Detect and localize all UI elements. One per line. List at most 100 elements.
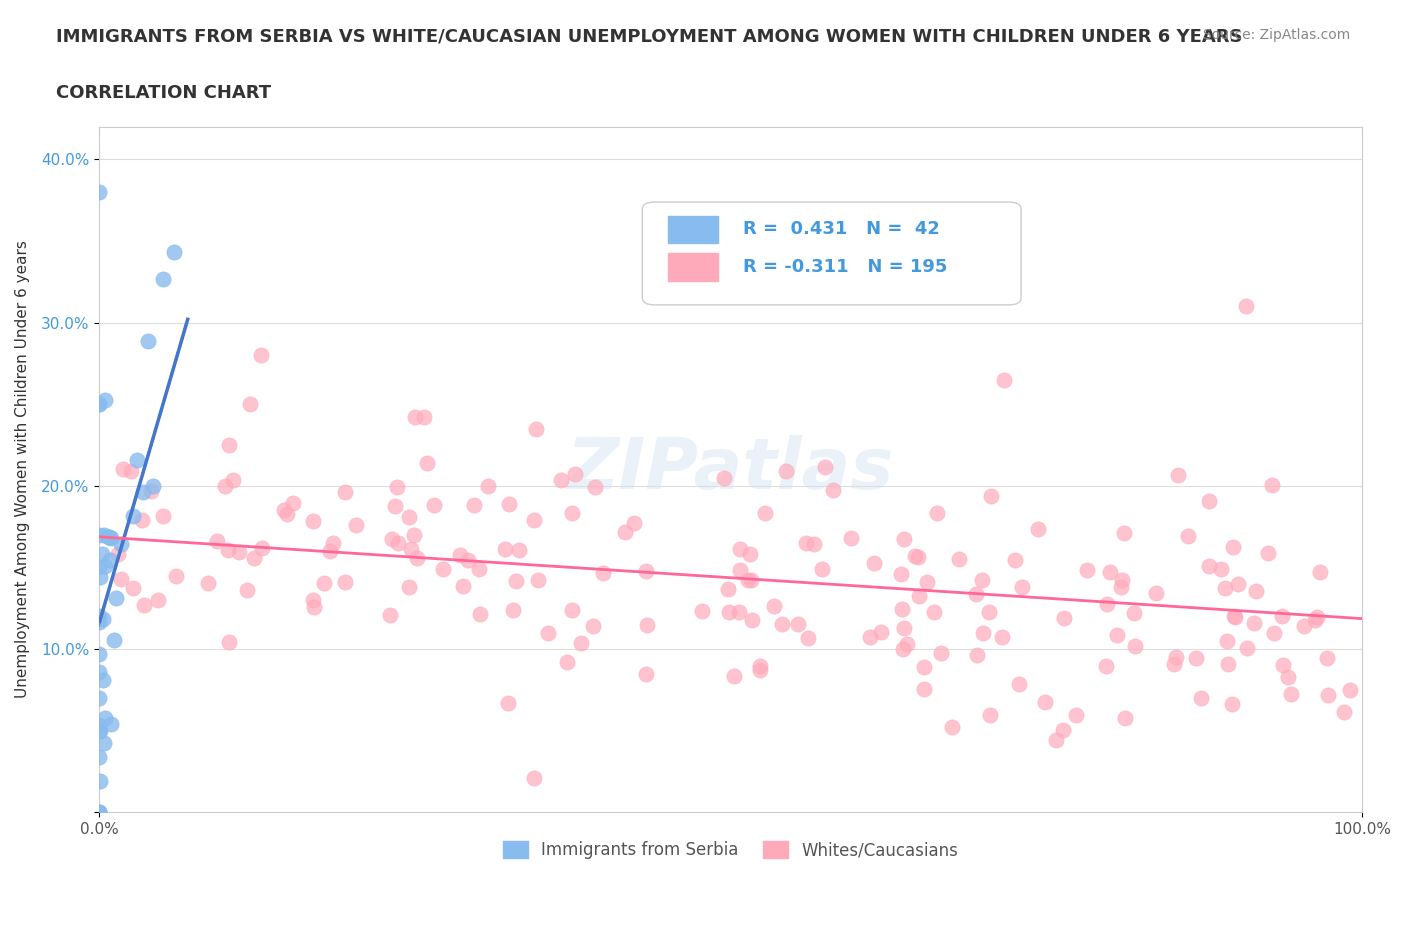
Point	[89, 724, 111, 738]
Point	[1111, 579, 1133, 594]
Point	[94, 711, 117, 726]
Point	[89, 750, 111, 764]
Point	[344, 518, 367, 533]
Text: ZIPatlas: ZIPatlas	[567, 435, 894, 504]
Point	[415, 456, 437, 471]
Point	[1105, 627, 1128, 642]
Point	[131, 512, 153, 527]
Point	[1303, 613, 1326, 628]
Point	[273, 502, 295, 517]
Point	[463, 498, 485, 513]
Point	[146, 592, 169, 607]
Point	[89, 560, 111, 575]
Point	[468, 562, 491, 577]
Point	[740, 573, 762, 588]
Point	[112, 462, 135, 477]
Point	[104, 591, 127, 605]
Point	[1294, 618, 1316, 633]
Point	[1114, 711, 1136, 725]
Point	[730, 541, 752, 556]
Point	[912, 659, 935, 674]
Point	[1177, 528, 1199, 543]
Point	[89, 724, 111, 739]
Point	[891, 602, 914, 617]
Point	[136, 334, 159, 349]
Point	[214, 478, 236, 493]
Point	[1316, 651, 1339, 666]
Point	[770, 617, 793, 631]
Point	[250, 348, 273, 363]
Point	[205, 534, 228, 549]
Point	[197, 576, 219, 591]
Point	[823, 483, 845, 498]
Point	[121, 580, 143, 595]
Text: R =  0.431   N =  42: R = 0.431 N = 42	[744, 220, 941, 238]
Point	[250, 540, 273, 555]
Point	[276, 507, 298, 522]
Point	[132, 597, 155, 612]
Point	[915, 574, 938, 589]
Point	[583, 480, 606, 495]
Point	[89, 665, 111, 680]
Point	[1236, 641, 1258, 656]
Point	[89, 609, 111, 624]
Point	[811, 562, 834, 577]
Point	[385, 480, 408, 495]
Point	[613, 525, 636, 539]
Point	[1167, 467, 1189, 482]
Point	[1271, 658, 1294, 672]
Point	[1244, 584, 1267, 599]
Point	[218, 438, 240, 453]
Point	[1123, 638, 1146, 653]
Point	[1112, 525, 1135, 540]
Point	[903, 548, 925, 563]
Point	[748, 663, 770, 678]
Point	[592, 565, 614, 580]
Point	[1216, 657, 1239, 671]
Point	[387, 536, 409, 551]
Point	[1011, 579, 1033, 594]
Point	[979, 604, 1001, 619]
Point	[89, 774, 111, 789]
Point	[564, 467, 586, 482]
Point	[406, 551, 429, 565]
Point	[281, 496, 304, 511]
Point	[972, 625, 994, 640]
Point	[1243, 616, 1265, 631]
Point	[728, 604, 751, 619]
Point	[103, 632, 125, 647]
Point	[524, 422, 547, 437]
Point	[623, 516, 645, 531]
Point	[582, 618, 605, 633]
Point	[869, 624, 891, 639]
Point	[893, 532, 915, 547]
Text: IMMIGRANTS FROM SERBIA VS WHITE/CAUCASIAN UNEMPLOYMENT AMONG WOMEN WITH CHILDREN: IMMIGRANTS FROM SERBIA VS WHITE/CAUCASIA…	[56, 28, 1243, 46]
Point	[1026, 522, 1049, 537]
Point	[91, 611, 114, 626]
Point	[636, 618, 658, 632]
Point	[941, 720, 963, 735]
Point	[979, 707, 1001, 722]
Point	[100, 530, 122, 545]
Point	[922, 604, 945, 619]
Point	[1045, 733, 1067, 748]
Point	[1263, 626, 1285, 641]
Point	[163, 245, 186, 259]
Point	[477, 479, 499, 494]
Point	[527, 572, 550, 587]
Point	[740, 547, 762, 562]
Point	[107, 546, 129, 561]
Point	[1309, 565, 1331, 579]
Point	[335, 575, 357, 590]
Point	[378, 607, 401, 622]
Point	[505, 574, 527, 589]
Point	[89, 805, 111, 820]
Point	[89, 646, 111, 661]
Point	[966, 648, 988, 663]
Point	[634, 667, 657, 682]
Point	[561, 603, 583, 618]
Point	[1076, 563, 1098, 578]
Point	[1053, 611, 1076, 626]
Point	[401, 541, 423, 556]
Point	[98, 530, 121, 545]
